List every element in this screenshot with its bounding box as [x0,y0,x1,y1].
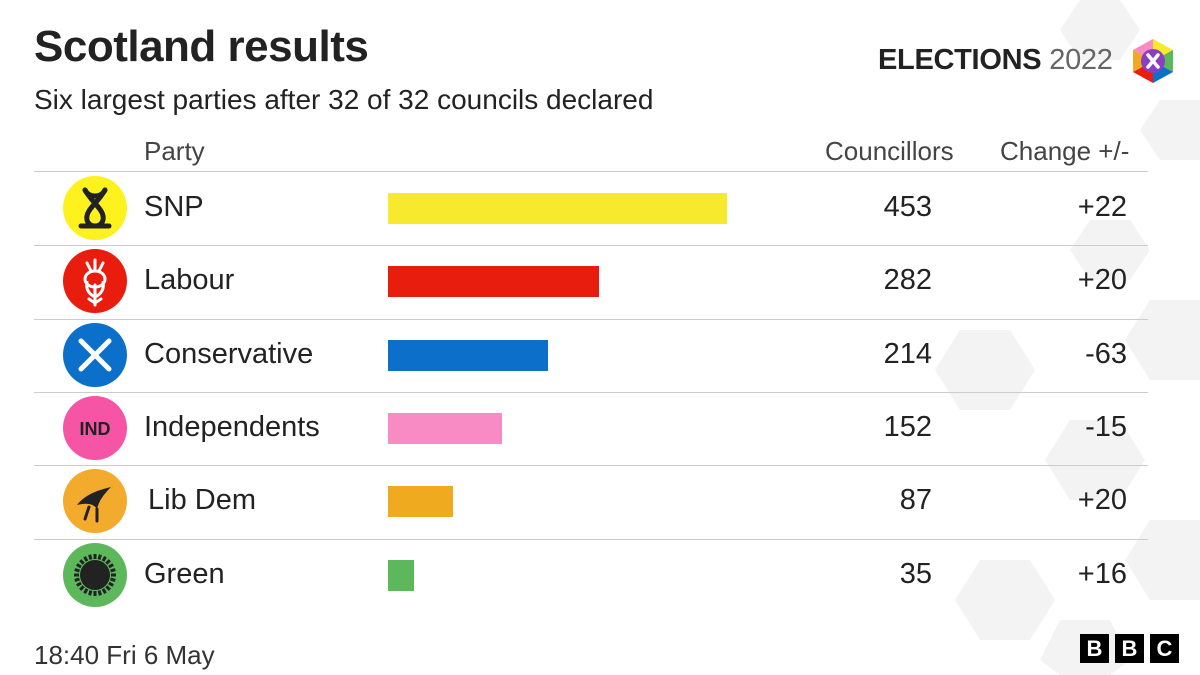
bar-conservative [388,339,548,371]
svg-text:IND: IND [80,419,111,439]
elections-brand: ELECTIONS 2022 [878,40,1113,80]
bbc-letter: B [1115,634,1144,663]
party-label: Labour [144,264,235,297]
bbc-letter: C [1150,634,1179,663]
change-value: -15 [1085,410,1127,443]
green-sun-icon [63,542,127,607]
page-title: Scotland results [34,22,369,71]
party-label: Conservative [144,337,314,370]
table-row: Conservative 214 -63 [0,319,1200,392]
change-value: +16 [1077,557,1127,590]
column-header-councillors: Councillors [825,136,954,166]
table-row: Green 35 +16 [0,539,1200,612]
councillors-value: 35 [899,557,932,590]
labour-thistle-icon [63,249,127,314]
councillors-value: 282 [883,264,932,297]
councillors-value: 214 [883,337,932,370]
row-divider [34,465,1148,466]
page-subtitle: Six largest parties after 32 of 32 counc… [34,84,654,115]
table-row: IND Independents 152 -15 [0,392,1200,465]
brand-year: 2022 [1049,43,1113,76]
councillors-value: 453 [883,191,932,223]
bbc-logo: B B C [1080,634,1179,663]
table-row: Lib Dem 87 +20 [0,465,1200,538]
elections-x-hexagon-icon [1133,39,1173,83]
bar-labour [388,266,599,298]
party-label: SNP [144,191,204,223]
change-value: +20 [1077,264,1127,297]
party-label: Green [144,557,225,590]
bar-green [388,559,414,591]
party-label: Lib Dem [148,484,256,517]
libdem-bird-icon [63,469,127,534]
change-value: +22 [1077,191,1127,223]
timestamp: 18:40 Fri 6 May [34,640,215,670]
conservative-saltire-icon [63,322,127,387]
column-header-party: Party [144,136,205,166]
ind-badge-icon: IND [63,395,127,460]
brand-word: ELECTIONS [878,43,1042,76]
councillors-value: 152 [883,410,932,443]
change-value: +20 [1077,484,1127,517]
councillors-value: 87 [899,484,932,517]
row-divider [34,392,1148,393]
table-row: Labour 282 +20 [0,245,1200,318]
bar-independents [388,412,502,444]
row-divider [34,539,1148,540]
column-header-change: Change +/- [1000,136,1130,166]
bar-lib-dem [388,486,453,518]
row-divider [34,171,1148,172]
party-label: Independents [144,410,320,443]
snp-knot-icon [63,176,127,240]
row-divider [34,245,1148,246]
bbc-letter: B [1080,634,1109,663]
bar-snp [388,193,727,224]
table-row: SNP 453 +22 [0,172,1200,245]
change-value: -63 [1085,337,1127,370]
row-divider [34,319,1148,320]
